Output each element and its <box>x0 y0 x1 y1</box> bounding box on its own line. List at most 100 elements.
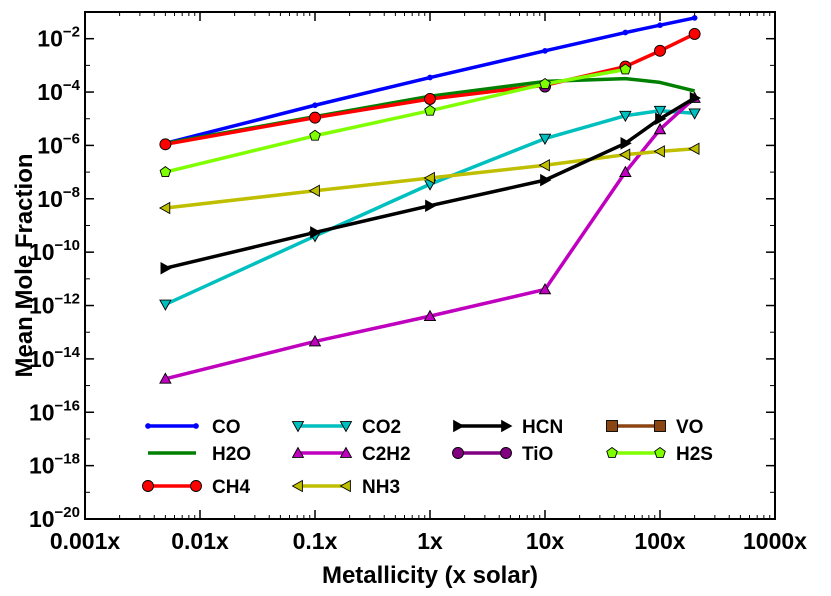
data-point-nh3 <box>158 201 171 215</box>
legend-marker <box>291 479 303 493</box>
legend-marker <box>339 446 353 458</box>
legend-label: CH4 <box>212 477 250 498</box>
legend-item-co2: CO2 <box>291 417 401 438</box>
legend-marker <box>142 480 154 492</box>
x-tick-label: 1000x <box>743 528 807 554</box>
legend: CO CO2 HCN VO H2O C2H2 TiO H2S CH4 NH3 <box>142 417 713 498</box>
data-point-c2h2 <box>619 165 632 177</box>
plot-area <box>158 15 702 384</box>
legend-item-vo: VO <box>606 417 703 438</box>
series-hcn <box>160 91 702 275</box>
data-point-hcn <box>655 112 667 126</box>
data-point-c2h2 <box>308 335 322 347</box>
legend-label: H2O <box>212 444 251 465</box>
x-tick-label: 1x <box>417 528 443 554</box>
legend-marker <box>339 479 351 493</box>
y-tick-label: 10−4 <box>37 77 80 105</box>
x-tick-label: 10x <box>526 528 565 554</box>
legend-item-nh3: NH3 <box>291 477 400 498</box>
legend-marker <box>500 447 512 459</box>
legend-marker <box>453 419 465 433</box>
data-point-co <box>657 22 663 29</box>
plot-frame <box>84 11 776 520</box>
data-point-nh3 <box>308 184 320 198</box>
legend-marker <box>190 480 202 492</box>
x-tick-label: 0.01x <box>171 528 229 554</box>
data-point-ch4 <box>309 111 321 124</box>
data-point-c2h2 <box>538 283 552 295</box>
legend-item-co: CO <box>145 417 241 438</box>
legend-marker <box>501 419 513 433</box>
legend-label: C2H2 <box>362 444 411 465</box>
legend-marker <box>606 420 618 432</box>
legend-marker <box>606 446 618 458</box>
legend-label: HCN <box>522 417 563 438</box>
data-point-h2s <box>309 129 321 141</box>
axis-ticks: 0.001x 0.01x 0.1x 1x 10x 100x 1000x 10−20 10−18 1… <box>29 11 807 554</box>
legend-marker <box>291 446 305 458</box>
data-point-c2h2 <box>423 309 437 321</box>
data-point-co <box>542 48 548 54</box>
data-point-hcn <box>425 199 437 212</box>
legend-label: NH3 <box>362 477 400 498</box>
data-point-c2h2 <box>159 372 172 384</box>
data-point-nh3 <box>618 148 631 161</box>
y-tick-label: 10−20 <box>29 504 80 532</box>
legend-item-c2h2: C2H2 <box>291 444 411 465</box>
data-point-nh3 <box>538 159 550 172</box>
data-point-h2s <box>619 63 632 75</box>
data-point-co2 <box>688 108 701 120</box>
y-tick-label: 10−14 <box>29 344 81 372</box>
x-tick-label: 0.1x <box>293 528 338 554</box>
legend-marker <box>339 421 353 433</box>
y-tick-label: 10−10 <box>29 237 80 265</box>
legend-item-h2s: H2S <box>606 444 713 465</box>
legend-marker <box>654 446 666 458</box>
x-tick-label: 0.001x <box>50 528 121 554</box>
data-point-hcn <box>620 137 632 150</box>
data-point-hcn <box>689 91 702 105</box>
legend-label: CO2 <box>362 417 401 438</box>
legend-item-tio: TiO <box>452 444 553 465</box>
data-point-co2 <box>653 105 667 118</box>
data-point-ch4 <box>159 138 172 151</box>
series-h2s <box>159 63 632 178</box>
data-point-co2 <box>538 133 552 146</box>
legend-item-h2o: H2O <box>148 444 251 465</box>
data-point-nh3 <box>423 171 435 185</box>
legend-marker <box>145 423 151 429</box>
data-point-h2s <box>424 104 436 116</box>
series-line-c2h2 <box>164 96 696 381</box>
data-point-ch4 <box>688 28 701 40</box>
data-point-co <box>691 15 698 21</box>
data-point-co2 <box>619 110 632 123</box>
data-point-h2s <box>539 77 551 89</box>
data-point-h2s <box>159 166 172 178</box>
series-nh3 <box>158 142 700 215</box>
data-point-co <box>427 74 433 81</box>
y-tick-label: 10−2 <box>37 24 80 52</box>
legend-item-ch4: CH4 <box>142 477 250 498</box>
legend-marker <box>452 447 464 459</box>
series-ch4 <box>159 28 701 151</box>
legend-item-hcn: HCN <box>453 417 563 438</box>
data-point-hcn <box>540 173 552 187</box>
series-co <box>162 15 698 147</box>
legend-marker <box>654 420 666 432</box>
legend-label: TiO <box>522 444 553 465</box>
x-axis-label: Metallicity (x solar) <box>322 562 538 589</box>
data-point-hcn <box>310 226 322 239</box>
y-tick-label: 10−6 <box>37 130 80 158</box>
data-point-nh3 <box>688 142 700 156</box>
x-tick-label: 100x <box>634 528 685 554</box>
y-axis-label: Mean Mole Fraction <box>11 153 38 377</box>
data-point-ch4 <box>424 93 436 105</box>
data-point-ch4 <box>654 44 666 57</box>
y-tick-label: 10−16 <box>29 397 80 425</box>
data-point-c2h2 <box>653 122 667 135</box>
legend-label: CO <box>212 417 241 438</box>
data-point-co <box>622 29 629 36</box>
legend-label: H2S <box>676 444 713 465</box>
